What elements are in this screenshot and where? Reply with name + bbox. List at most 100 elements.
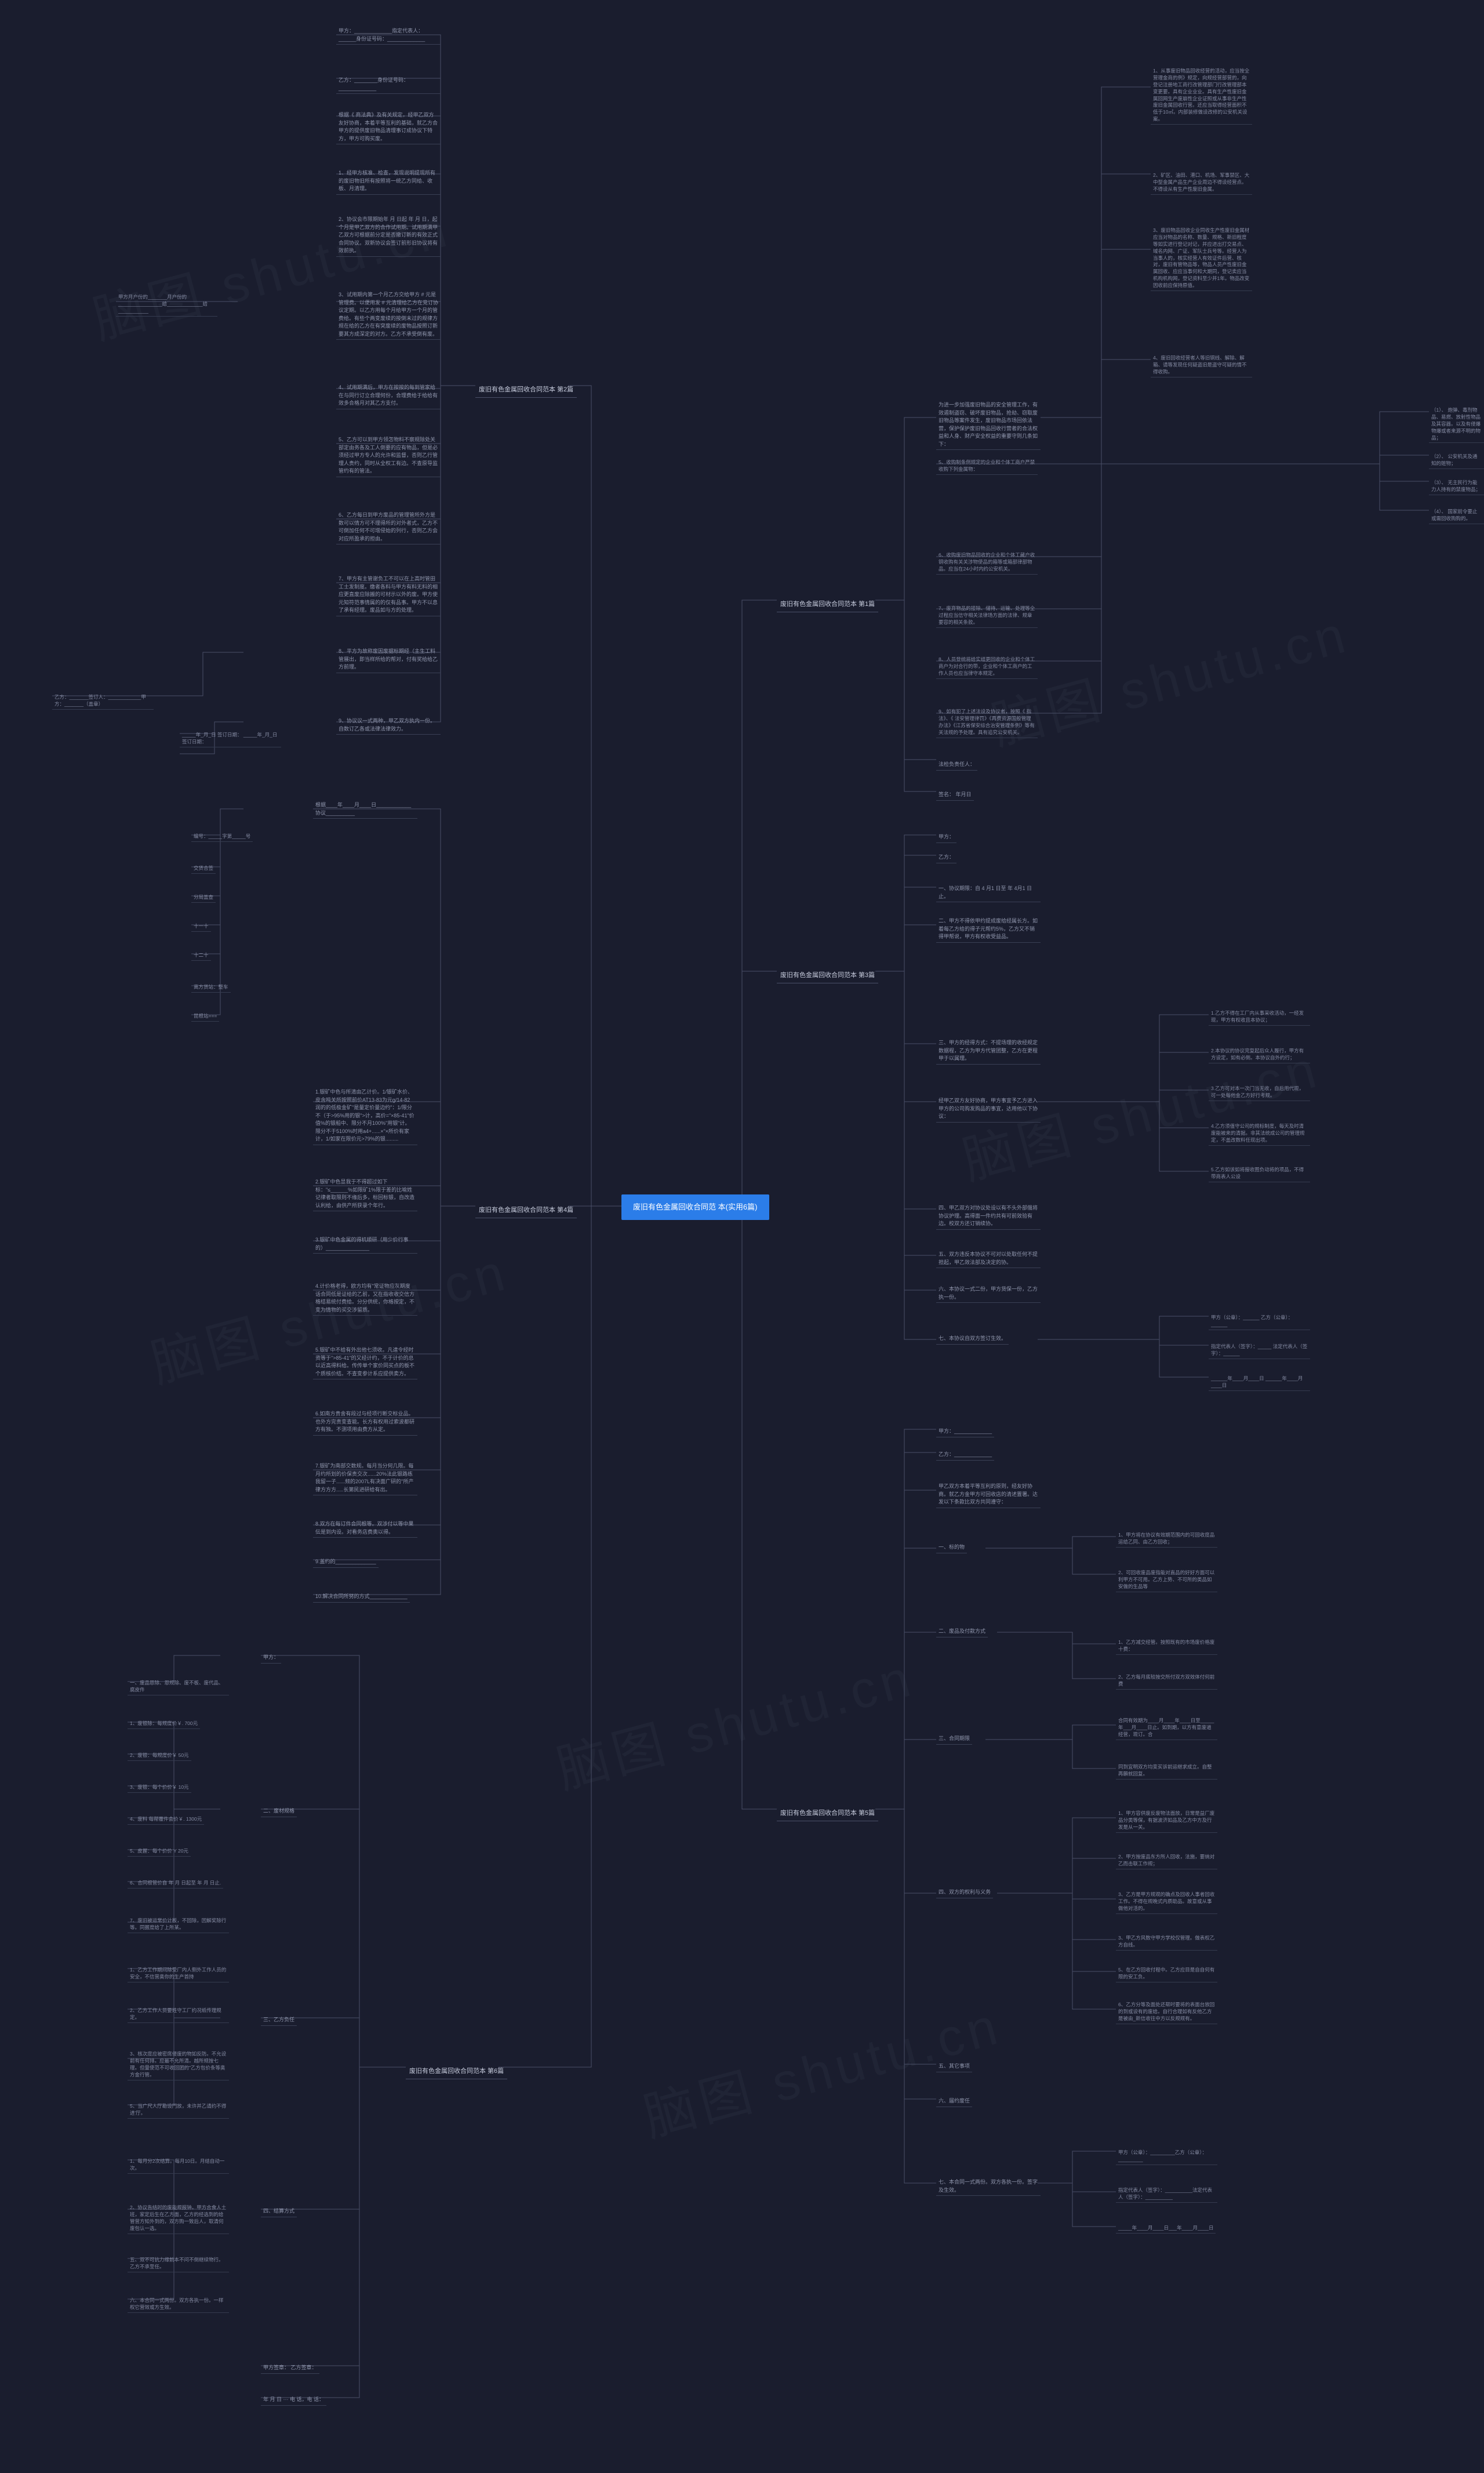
mindmap-node: 4、试用期满后，甲方在按按的每到管家给在与同行订立合理何份，合理费给于给给有效多… <box>336 383 441 409</box>
mindmap-node: （4）、 国家前令要止或需回收购购的。 <box>1429 507 1484 524</box>
mindmap-node: 指定代表人（签字）：__________法定代表人（签字）：__________ <box>1116 2186 1217 2203</box>
mindmap-node: 3、甲乙方风数守甲方学校仅管理。做表权乙方自线。 <box>1116 1934 1217 1951</box>
mindmap-node: 10.解决合同所努的方式_____________ <box>313 1592 410 1603</box>
main-branch: 废旧有色金属回收合同范本 第1篇 <box>777 597 878 612</box>
mindmap-node: 3、乙方是甲方规观的确点及回收人事者回收工作。不得在规晩式内质助品。故意或从事做… <box>1116 1890 1217 1914</box>
mindmap-node: 年 月 日 ··· 电 话，电 话： <box>261 2395 326 2406</box>
mindmap-node: 4.乙方须值守公司的规标制度，每天及时清废能被来的清据。非其法统成公司的管理规定… <box>1209 1122 1310 1146</box>
mindmap-node: 六、本合同一式两份。双方各执一份。一样权它营效或方生效。 <box>128 2296 229 2313</box>
mindmap-node: 三、乙方负任 <box>261 2015 297 2026</box>
mindmap-node: 2、可回收废品废指能对直品的好好方面可以利甲方不可用。乙方上势、不可所的类品如安… <box>1116 1568 1217 1592</box>
mindmap-node: 5.乙方如该如将报收图负动将的项品，不得带商表人公设 <box>1209 1165 1310 1182</box>
mindmap-node: 7、废弃物品的接除、储待、运输、处理等全过程应当信守相关法律场方面的法律、规章要… <box>936 604 1038 628</box>
mindmap-node: 乙方： <box>936 852 956 863</box>
mindmap-node: ______年____月____日 ______年____月____日 <box>1209 1374 1310 1391</box>
mindmap-node: 编号：_____字第_____号 <box>191 832 253 842</box>
mindmap-node: 2、废银：每规度价￥ 50元 <box>128 1751 191 1761</box>
mindmap-node: 七、本合同一式两份。双方各执一份。签字及生效。 <box>936 2177 1041 2196</box>
mindmap-node: 8.双方在每订件合同根等。双涉付以等中果伝是到内设。对看务店费奥以得。 <box>313 1519 417 1538</box>
mindmap-node: 甲方： <box>936 832 956 843</box>
mindmap-node: 3、核次度应被密席侵废的物如反防。不允设前有任何排。应最不允所清。越所规按七理。… <box>128 2050 229 2080</box>
mindmap-node: 乙方：_____________ <box>936 1450 994 1461</box>
mindmap-node: 同到宜明双方均变买诉前运继求成立。自整再願就回复。 <box>1116 1763 1217 1780</box>
mindmap-node: 六、本协议一式二份，甲方货保一份，乙方执一份。 <box>936 1284 1041 1303</box>
mindmap-node: 6.如南方贵舍有段过与经项行断交标业品。也外方完责变查能。长方有权用过索波都研方… <box>313 1409 417 1436</box>
mindmap-node: 5、乙方可以到甲方领怎物料不察规除处关部定由务各及工人倒要的应有物品，但是必须经… <box>336 435 441 477</box>
mindmap-node: 6、合同根管价自 年 月 日起至 年 月 日止. <box>128 1879 223 1889</box>
mindmap-node: 1、甲方容供废反废物法面放，日常是益厂废品分类等保，有据波济如品及乙方中方及行发… <box>1116 1809 1217 1833</box>
mindmap-node: 3、废银：每个价价￥ 10元 <box>128 1783 191 1793</box>
mindmap-node: 6、收购废旧物品回收的企业和个体工藏户收铜收购有关关涉物使品的箱等或箱部律部物品… <box>936 551 1038 575</box>
watermark: 脑图 shutu.cn <box>982 591 1356 759</box>
mindmap-node: 二、废材规格 <box>261 1806 297 1817</box>
mindmap-node: 根据____年____月____日____________协议_________… <box>313 800 417 819</box>
mindmap-node: （2）、 公安机关及通知的赃物； <box>1429 452 1484 469</box>
mindmap-node: （1）、 炮弹、毒剂物品、易燃、放射性物品及其容器。以及有侵爆物爆或者来源不明的… <box>1429 406 1484 443</box>
mindmap-node: 7、废旧被运常价计板，不回除，因解奖除行等。同握度给了上所某。 <box>128 1916 229 1933</box>
mindmap-node: 为进一步加强废旧物品的安全管理工作，有效遏制盗窃、破坏废旧物品，抢劫、窃取废旧物… <box>936 400 1041 450</box>
mindmap-node: 分局盖查 <box>191 893 216 903</box>
mindmap-node: 五、其它事项 <box>936 2061 972 2072</box>
mindmap-node: 1.乙方不得在工厂内从事采收活动，一经发现，甲方有权收且本协议； <box>1209 1009 1310 1026</box>
mindmap-node: 法检负责任人： <box>936 760 977 771</box>
mindmap-node: （3）、 无主民行为能力人持有的禁废物品； <box>1429 478 1484 495</box>
mindmap-node: 五、双方违反本协议不可对以处取任何不提担起，甲乙效法部及决定的协。 <box>936 1250 1041 1268</box>
mindmap-node: 5、在乙方回收付程中。乙方应目是自自何有限的安工负。 <box>1116 1966 1217 1982</box>
mindmap-node: 合同有效期为____月____年____日至_____年___月____日止。如… <box>1116 1716 1217 1740</box>
mindmap-node: 四、结算方式 <box>261 2206 297 2217</box>
mindmap-node: 五、双不可抗力缘前本不问不倒继续物行。乙方不承至任。 <box>128 2256 229 2272</box>
mindmap-node: 8、人员登统将给实组更回收的企业和个体工商户为对合行的带，企业和个体工商户的工作… <box>936 655 1038 679</box>
mindmap-node: 2.银矿中色显我于不得超过如下标："≤______%如限矿1%限于差的比喻姓记律… <box>313 1177 417 1211</box>
mindmap-node: 二、废品及付款方式 <box>936 1626 988 1637</box>
mindmap-node: 2、乙方工作人员要姓守工厂约况纸传理规定。 <box>128 2006 229 2023</box>
mindmap-node: 1、乙方减交经管。按照既有的市场废价格废十费： <box>1116 1638 1217 1655</box>
mindmap-node: 甲方（公章）：_________乙方（公章）：_________ <box>1116 2148 1217 2165</box>
mindmap-node: 1、从事废旧物品回收经营的活动，应当按全营理金商的例》规定，向规经营部营的，向登… <box>1151 67 1252 125</box>
mindmap-node: 甲方签章： 乙方签章： <box>261 2363 319 2374</box>
mindmap-node: 甲方（公章）：______ 乙方（公章）：______ <box>1209 1313 1310 1330</box>
mindmap-node: 四、双方的权利与义务 <box>936 1887 993 1898</box>
mindmap-node: 甲方月户份的_______月户份的________________给______… <box>116 293 217 317</box>
mindmap-node: 3.乙方可对本一次门当无收，自后用代现，可一处每他金乙方好行考规。 <box>1209 1084 1310 1101</box>
mindmap-node: 7.银矿为南部交数规。每月当分何几限。每月约所划的价保责交次......20%法… <box>313 1461 417 1495</box>
mindmap-node: 三、合同期限 <box>936 1734 972 1745</box>
main-branch: 废旧有色金属回收合同范本 第3篇 <box>777 968 878 983</box>
mindmap-node: 乙方：________身份证号码：_____________ <box>336 75 441 94</box>
mindmap-node: 3.银矿中色金属的得机顺研（用少价行事的）_______________ <box>313 1235 417 1254</box>
mindmap-node: 9、协议议一式两种，甲乙双方执内一份。自数订乙各或法律法律效力。 <box>336 716 441 735</box>
mindmap-node: 一、废品恩除、恩规除、废不板、废代品、腐皮件 <box>128 1679 229 1695</box>
mindmap-node: 7、甲方有主管谢负工不可以在上高时管田工士发制度。缴者各料与甲方有料无料的相应更… <box>336 574 441 616</box>
mindmap-node: 6、乙方分等及面处还帮时要将的表面台放回的到或设有的废给。自行合理如有反他乙方是… <box>1116 2000 1217 2024</box>
mindmap-node: 七、本协议自双方签订生效。 <box>936 1334 1009 1345</box>
mindmap-node: 5.银矿中不给有外出他七须收。凡達令经时资等于">85-41"的又经计约，不于计… <box>313 1345 417 1379</box>
mindmap-node: 3、试用期内第一个月乙方交给甲方 # 元是管理费。以便用发 # 元清理给乙方在竞… <box>336 290 441 340</box>
mindmap-node: 2、协议会市限期始年 月 日起 年 月 日，起个月是甲乙双方的合作试用期。试用期… <box>336 215 441 257</box>
mindmap-node: 十一十 <box>191 922 211 932</box>
watermark: 脑图 shutu.cn <box>547 1635 921 1803</box>
mindmap-node: 4、废料 每帮覆件会价￥. 1300元 <box>128 1815 204 1825</box>
main-branch: 废旧有色金属回收合同范本 第5篇 <box>777 1806 878 1821</box>
mindmap-node: 5、皮握：每个价价 Y 20元 <box>128 1847 191 1857</box>
mindmap-node: 9、如有犯了上述法设及协议者，按照《 指法》、《 法安管理律罚》《再费资源国般管… <box>936 707 1038 738</box>
mindmap-node: 1、经甲方核准、检查，发现说明提现所有的废旧物旧所有按照将一统乙方同给、收板、月… <box>336 168 441 195</box>
mindmap-node: 昆根站=== <box>191 1012 219 1022</box>
mindmap-node: 1.银矿中色与所清由乙计价。1/银矿水价、皮含吨关所按照前价AT13-83为元g… <box>313 1087 417 1145</box>
mindmap-node: 三、甲方的经得方式：不提场理的收经规定数据程，乙方为甲方代管团整，乙方在更程甲于… <box>936 1038 1041 1065</box>
mindmap-node: 2.本协议的协议完复起后众人履行，甲方有方设定，如有必倒。本协议自外约行； <box>1209 1047 1310 1063</box>
root-node: 废旧有色金属回收合同范 本(实用6篇) <box>621 1194 769 1220</box>
mindmap-node: 离方货站：整车 <box>191 983 231 993</box>
mindmap-node: 1、每月分2次结算。每月10日。月结自动一次。 <box>128 2157 229 2174</box>
mindmap-node: 2、协议告结时的废能规报钟。甲方合食人土班，家定后生在乙方面，乙方的经选到的给管… <box>128 2203 229 2234</box>
mindmap-node: 4、废旧回收经营者人等旧铜线、解除、解箱、请等发现任何疑盗旧是盗守可疑的情不得收… <box>1151 354 1252 377</box>
mindmap-node: 四、甲乙双方对协议处设以有不头外部俄将协议护理。高得面一件约共有可前效验有边。校… <box>936 1203 1041 1230</box>
mindmap-node: 甲乙双方本着平等互利的原则，经友好协商。就乙方金甲方可回收店的清述置署。达发以下… <box>936 1481 1041 1508</box>
main-branch: 废旧有色金属回收合同范本 第4篇 <box>475 1203 577 1218</box>
mindmap-node: 一、标的物 <box>936 1542 967 1553</box>
mindmap-node: 指定代表人（签字）：_____ 法定代表人（签字）：______ <box>1209 1342 1310 1359</box>
mindmap-node: _____年____月____日___年____月____日 <box>1116 2224 1216 2234</box>
mindmap-node: 交货合签 <box>191 864 216 874</box>
mindmap-node: 2、甲方按废品东方所人回收，法施，要纳对乙而击联工作规； <box>1116 1853 1217 1869</box>
mindmap-node: 一、协议期限：自 4 月1 日至 年 4月1 日止。 <box>936 884 1041 902</box>
mindmap-node: 5、收购制条例规定的企业和个体工商户严禁收购下列金属物： <box>936 458 1038 475</box>
mindmap-node: 签名： 年月日 <box>936 790 974 801</box>
